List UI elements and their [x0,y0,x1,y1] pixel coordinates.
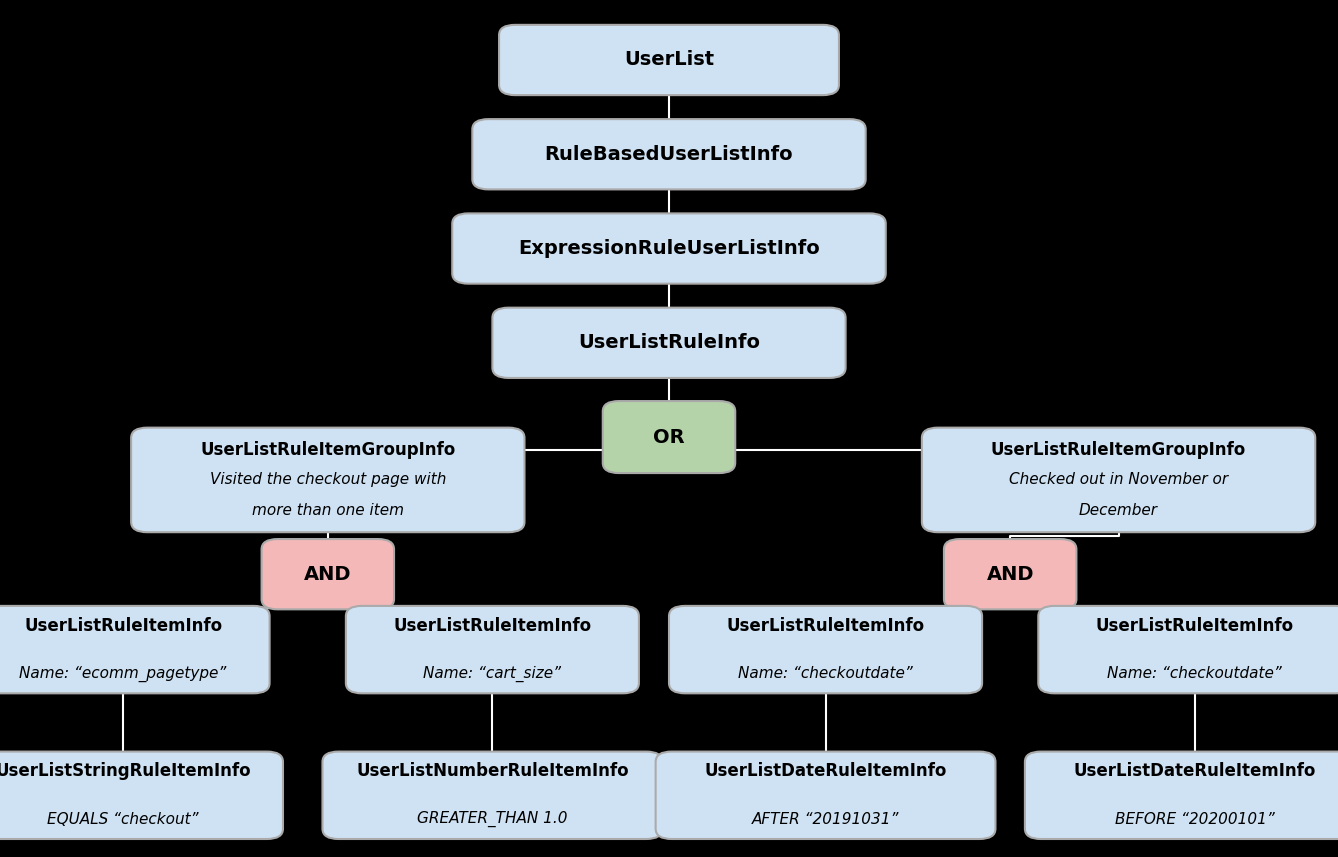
Text: UserListRuleItemInfo: UserListRuleItemInfo [393,616,591,634]
Text: ExpressionRuleUserListInfo: ExpressionRuleUserListInfo [518,239,820,258]
FancyBboxPatch shape [656,752,995,839]
Text: UserListStringRuleItemInfo: UserListStringRuleItemInfo [0,762,252,780]
Text: Name: “checkoutdate”: Name: “checkoutdate” [1108,666,1282,681]
Text: UserListRuleItemInfo: UserListRuleItemInfo [24,616,222,634]
FancyBboxPatch shape [131,428,524,532]
FancyBboxPatch shape [492,308,846,378]
Text: AND: AND [986,565,1034,584]
Text: UserListRuleInfo: UserListRuleInfo [578,333,760,352]
Text: BEFORE “20200101”: BEFORE “20200101” [1115,812,1275,827]
FancyBboxPatch shape [602,401,736,473]
Text: Visited the checkout page with: Visited the checkout page with [210,472,446,488]
FancyBboxPatch shape [261,539,393,609]
FancyBboxPatch shape [345,606,638,693]
Text: UserListNumberRuleItemInfo: UserListNumberRuleItemInfo [356,762,629,780]
FancyBboxPatch shape [322,752,662,839]
FancyBboxPatch shape [922,428,1315,532]
Text: Name: “checkoutdate”: Name: “checkoutdate” [739,666,913,681]
Text: UserListRuleItemInfo: UserListRuleItemInfo [727,616,925,634]
Text: AND: AND [304,565,352,584]
Text: OR: OR [653,428,685,446]
FancyBboxPatch shape [0,606,269,693]
Text: more than one item: more than one item [252,503,404,518]
Text: RuleBasedUserListInfo: RuleBasedUserListInfo [545,145,793,164]
Text: UserListRuleItemInfo: UserListRuleItemInfo [1096,616,1294,634]
Text: Checked out in November or: Checked out in November or [1009,472,1228,488]
FancyBboxPatch shape [1038,606,1338,693]
Text: AFTER “20191031”: AFTER “20191031” [752,812,899,827]
FancyBboxPatch shape [472,119,866,189]
Text: UserListRuleItemGroupInfo: UserListRuleItemGroupInfo [991,440,1246,458]
FancyBboxPatch shape [499,25,839,95]
Text: UserList: UserList [624,51,714,69]
Text: Name: “ecomm_pagetype”: Name: “ecomm_pagetype” [20,666,226,682]
FancyBboxPatch shape [669,606,982,693]
Text: Name: “cart_size”: Name: “cart_size” [423,666,562,682]
FancyBboxPatch shape [1025,752,1338,839]
Text: December: December [1078,503,1159,518]
FancyBboxPatch shape [452,213,886,284]
Text: EQUALS “checkout”: EQUALS “checkout” [47,812,199,827]
FancyBboxPatch shape [945,539,1077,609]
Text: GREATER_THAN 1.0: GREATER_THAN 1.0 [417,812,567,828]
FancyBboxPatch shape [0,752,284,839]
Text: UserListRuleItemGroupInfo: UserListRuleItemGroupInfo [201,440,455,458]
Text: UserListDateRuleItemInfo: UserListDateRuleItemInfo [704,762,947,780]
Text: UserListDateRuleItemInfo: UserListDateRuleItemInfo [1073,762,1317,780]
